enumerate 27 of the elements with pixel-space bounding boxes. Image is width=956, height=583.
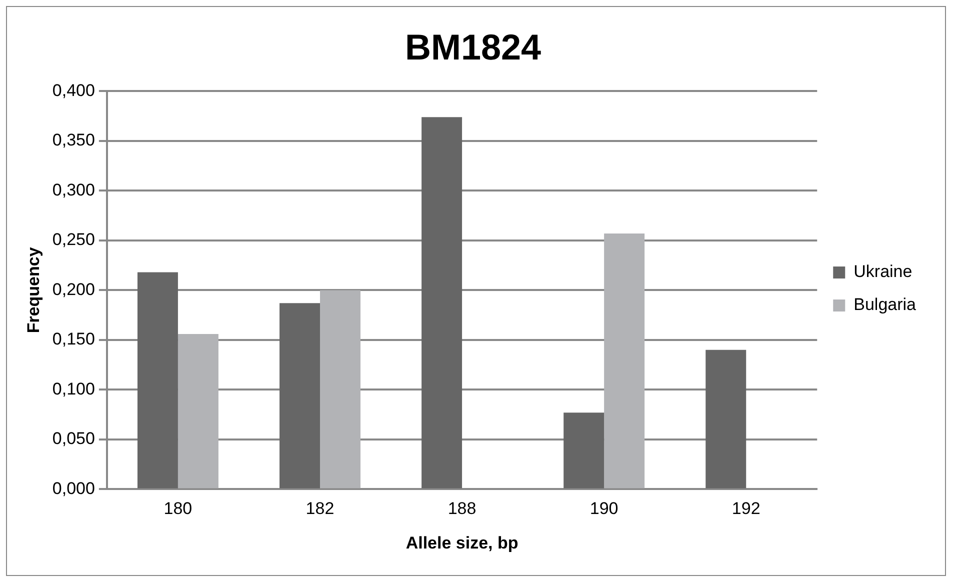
legend-label: Bulgaria	[854, 295, 917, 314]
y-tick-label: 0,350	[52, 130, 95, 150]
y-axis-title: Frequency	[24, 246, 43, 334]
bar	[422, 117, 462, 488]
y-tick-label: 0,300	[52, 180, 95, 200]
y-tick-label: 0,400	[52, 80, 95, 100]
x-tick-label: 190	[590, 499, 618, 518]
x-tick-label: 182	[306, 499, 334, 518]
x-axis-title: Allele size, bp	[406, 533, 518, 552]
x-tick-label: 192	[732, 499, 760, 518]
x-tick-label: 180	[164, 499, 192, 518]
y-tick-label: 0,150	[52, 330, 95, 349]
bar	[564, 412, 604, 488]
y-tick-label: 0,100	[52, 379, 95, 398]
bar	[706, 350, 746, 488]
y-tick-label: 0,000	[52, 478, 95, 498]
bar	[604, 233, 645, 488]
bar	[137, 272, 178, 488]
y-tick-label: 0,250	[52, 230, 95, 250]
bar	[178, 334, 218, 488]
chart-title: BM1824	[404, 26, 542, 68]
legend-label: Ukraine	[854, 262, 912, 282]
y-tick-label: 0,200	[52, 280, 95, 299]
bar	[320, 290, 360, 488]
y-tick-label: 0,050	[52, 429, 95, 448]
x-tick-label: 188	[448, 499, 476, 518]
bar	[280, 303, 320, 488]
